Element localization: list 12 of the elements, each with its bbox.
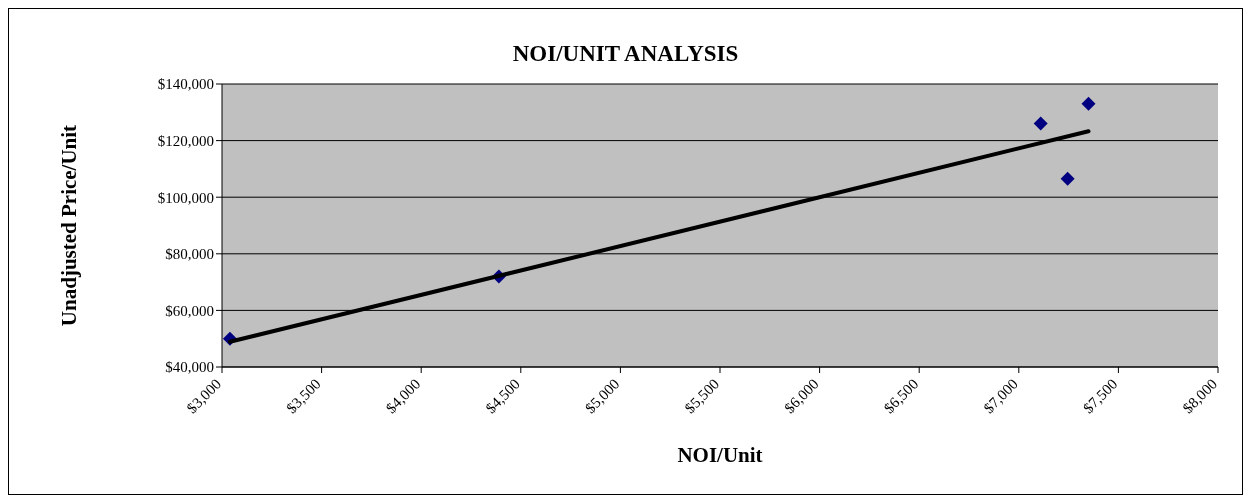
y-tick-label: $120,000 xyxy=(157,132,214,149)
y-tick-label: $60,000 xyxy=(165,302,214,319)
y-tick-label: $100,000 xyxy=(157,189,214,206)
chart-title: NOI/UNIT ANALYSIS xyxy=(511,41,740,67)
point xyxy=(1081,96,1096,111)
point xyxy=(1060,171,1075,186)
x-axis-title: NOI/Unit xyxy=(677,443,763,467)
point xyxy=(1033,116,1048,131)
y-tick-label: $140,000 xyxy=(157,76,214,93)
y-tick-label: $40,000 xyxy=(165,359,214,376)
y-axis-title: Unadjusted Price/Unit xyxy=(57,124,82,327)
y-tick-label: $80,000 xyxy=(165,246,214,263)
